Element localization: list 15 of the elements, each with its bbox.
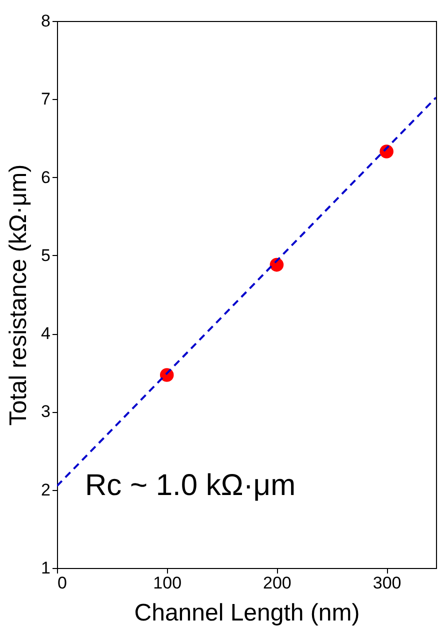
y-tick-label: 3 [41,402,50,422]
y-tick-label: 1 [41,558,50,578]
y-axis-title: Total resistance (kΩ·μm) [5,164,32,426]
x-axis-title: Channel Length (nm) [134,600,360,626]
x-tick-label: 200 [263,574,292,592]
y-tick-label: 7 [41,90,50,109]
y-tick-label: 6 [41,168,50,187]
x-tick-label: 0 [58,574,67,592]
annotation: Rc ~ 1.0 kΩ·μm [85,468,296,502]
x-tick-label: 300 [372,574,402,592]
y-tick-label: 5 [41,246,50,265]
y-tick-label: 4 [41,324,50,344]
y-tick-label: 2 [41,480,50,500]
y-tick-label: 8 [41,12,50,30]
x-tick-label: 100 [153,574,182,592]
